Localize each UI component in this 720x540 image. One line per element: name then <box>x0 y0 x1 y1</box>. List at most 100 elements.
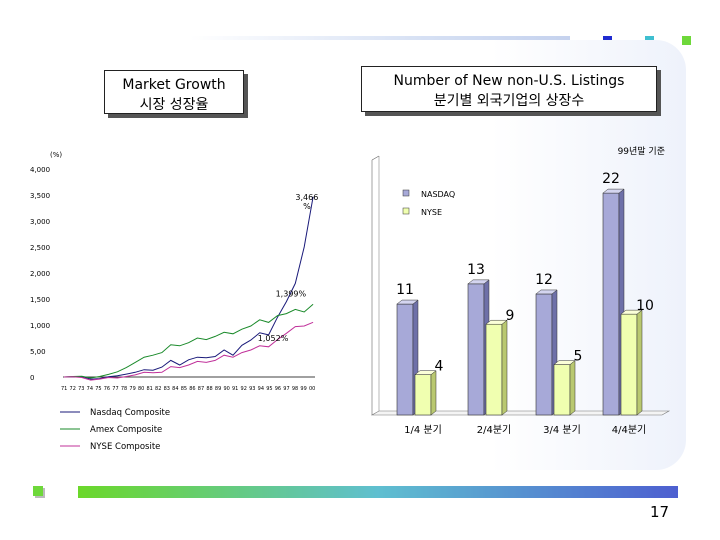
bar <box>396 303 414 416</box>
bar-value-label: 9 <box>506 308 515 324</box>
y-tick-label: 3,500 <box>30 192 50 200</box>
legend: Nasdaq Composite Amex Composite NYSE Compo… <box>60 408 170 452</box>
bar-top <box>485 319 508 325</box>
category-label: 1/4 분기 <box>404 424 442 436</box>
bar-side <box>569 360 576 416</box>
x-tick-label: 88 <box>206 386 212 392</box>
x-tick-label: 76 <box>104 386 110 392</box>
bottom-decorative-bar <box>78 486 678 498</box>
legend-label: NASDAQ <box>421 190 455 199</box>
series-line <box>63 196 314 380</box>
x-tick-label: 78 <box>121 386 127 392</box>
bar-top <box>602 188 625 194</box>
x-tick-label: 81 <box>147 386 153 392</box>
left-title-en: Market Growth <box>122 77 226 93</box>
green-bullet-icon <box>33 486 43 496</box>
x-tick-label: 96 <box>275 386 281 392</box>
bar-value-label: 11 <box>396 282 414 298</box>
x-tick-label: 80 <box>138 386 144 392</box>
x-tick-label: 77 <box>112 386 118 392</box>
data-annotation-unit: % <box>303 202 311 211</box>
bar <box>553 364 571 416</box>
x-tick-label: 74 <box>87 386 93 392</box>
series-lines <box>63 196 314 381</box>
y-tick-label: 3,000 <box>30 218 50 226</box>
x-tick-label: 82 <box>155 386 161 392</box>
bar-value-label: 13 <box>467 262 485 278</box>
bar <box>414 374 432 416</box>
legend-label: Amex Composite <box>90 425 162 435</box>
x-tick-label: 84 <box>172 386 178 392</box>
series-line <box>63 303 314 379</box>
right-title-en: Number of New non-U.S. Listings <box>393 73 625 89</box>
x-tick-label: 90 <box>223 386 229 392</box>
x-tick-label: 98 <box>292 386 298 392</box>
x-tick-label: 89 <box>215 386 221 392</box>
bar-side <box>636 309 643 416</box>
bar-value-label: 22 <box>602 171 620 187</box>
y-tick-label: 0 <box>30 374 34 382</box>
data-annotation: 1,052% <box>258 334 289 343</box>
x-tick-label: 95 <box>266 386 272 392</box>
page-number: 17 <box>650 503 670 521</box>
x-tick-label: 71 <box>61 386 67 392</box>
right-title-ko: 분기별 외국기업의 상장수 <box>433 93 585 109</box>
bar <box>535 293 553 416</box>
x-tick-label: 83 <box>164 386 170 392</box>
x-tick-label: 86 <box>189 386 195 392</box>
x-tick-label: 75 <box>95 386 101 392</box>
series-line <box>63 321 314 381</box>
bar-legend: NASDAQ NYSE <box>402 189 455 217</box>
y-tick-label: 2,000 <box>30 270 50 278</box>
bar <box>467 283 485 416</box>
bar-top <box>467 279 490 285</box>
x-tick-label: 99 <box>300 386 306 392</box>
bar-value-label: 4 <box>435 359 444 375</box>
legend-swatch <box>402 207 410 215</box>
x-axis-ticks: 71 72 73 74 75 76 77 78 79 80 81 82 83 84 85 86 87 88 89 90… <box>61 386 315 392</box>
bar-top <box>620 309 643 315</box>
x-tick-label: 93 <box>249 386 255 392</box>
green-square-icon <box>682 36 691 45</box>
legend-label: NYSE Composite <box>90 442 160 452</box>
x-tick-label: 91 <box>232 386 238 392</box>
legend-swatch <box>402 189 410 197</box>
x-tick-label: 92 <box>241 386 247 392</box>
y-tick-label: 4,000 <box>30 166 50 174</box>
left-title-box: Market Growth 시장 성장율 <box>104 70 244 114</box>
data-annotation: 3,466 <box>295 193 318 202</box>
x-tick-label: 72 <box>70 386 76 392</box>
bar-value-label: 5 <box>574 349 583 365</box>
annotations: 3,466% 1,399% 1,052% <box>258 193 319 343</box>
bar-side <box>501 319 508 416</box>
bar <box>485 323 503 416</box>
y-axis-label: (%) <box>50 151 62 159</box>
y-tick-label: 1,000 <box>30 322 50 330</box>
x-tick-label: 79 <box>129 386 135 392</box>
category-label: 4/4분기 <box>612 424 647 436</box>
bar-top <box>396 299 419 305</box>
left-title-ko: 시장 성장율 <box>139 97 209 113</box>
category-label: 3/4 분기 <box>543 424 581 436</box>
x-tick-label: 97 <box>283 386 289 392</box>
y-tick-label: 5,00 <box>30 348 46 356</box>
bar-top <box>553 360 576 365</box>
x-tick-label: 87 <box>198 386 204 392</box>
x-tick-label: 94 <box>258 386 264 392</box>
legend-label: NYSE <box>421 208 442 217</box>
category-labels: 1/4 분기 2/4분기 3/4 분기 4/4분기 <box>404 424 646 436</box>
y-tick-label: 1,500 <box>30 296 50 304</box>
x-tick-label: 73 <box>78 386 84 392</box>
bar <box>620 313 638 416</box>
data-annotation: 1,399% <box>276 289 307 298</box>
category-label: 2/4분기 <box>477 424 512 436</box>
x-tick-label: 85 <box>181 386 187 392</box>
bar-chart-wall-top <box>371 155 380 161</box>
bar <box>602 192 620 416</box>
bar-side <box>430 370 437 416</box>
bars: 11 4 13 9 12 5 22 10 <box>396 171 654 416</box>
bar-top <box>414 370 437 375</box>
bar-value-label: 12 <box>535 272 553 288</box>
